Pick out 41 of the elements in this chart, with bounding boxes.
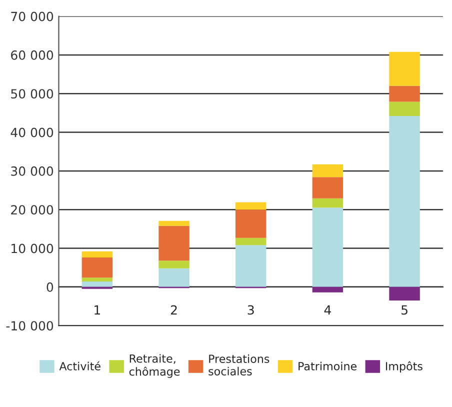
legend-label: Prestations sociales: [208, 354, 270, 376]
x-tick-label: 1: [94, 305, 100, 314]
bar: [312, 177, 344, 198]
bar: [235, 210, 266, 238]
bar: [158, 226, 190, 261]
bar: [235, 238, 266, 246]
bar: [389, 286, 420, 300]
legend-label: Activité: [59, 361, 100, 370]
y-tick-label: 0: [46, 282, 54, 292]
bar: [82, 251, 113, 258]
y-tick-label: 20 000: [11, 205, 54, 215]
x-tick-label: 4: [324, 305, 331, 314]
legend-label: Patrimoine: [298, 362, 357, 370]
legend-label: Impôts: [386, 361, 422, 373]
bar: [82, 282, 113, 287]
y-tick-label: 70 000: [11, 12, 54, 22]
bar: [312, 286, 344, 292]
bar: [158, 268, 190, 287]
bar: [312, 208, 344, 287]
y-tick-label: -10 000: [6, 321, 54, 331]
bar: [389, 86, 420, 102]
y-tick-label: 50 000: [11, 89, 54, 99]
y-tick-label: 40 000: [10, 128, 54, 138]
bar: [158, 220, 190, 226]
bar: [312, 164, 344, 178]
bar: [82, 258, 113, 278]
bar: [389, 102, 420, 116]
bar: [389, 116, 420, 287]
y-tick-label: 60 000: [11, 50, 54, 60]
y-tick-label: 10 000: [12, 244, 54, 254]
y-tick-label: 30 000: [11, 166, 54, 176]
bar: [158, 260, 190, 268]
x-tick-label: 2: [170, 305, 177, 314]
bar: [235, 202, 266, 210]
x-tick-label: 3: [248, 305, 254, 315]
bar: [82, 278, 113, 282]
bar: [389, 52, 420, 86]
legend-label: Retraite, chômage: [129, 354, 180, 378]
bar: [312, 198, 344, 208]
bar: [235, 245, 266, 287]
x-tick-label: 5: [402, 305, 408, 315]
